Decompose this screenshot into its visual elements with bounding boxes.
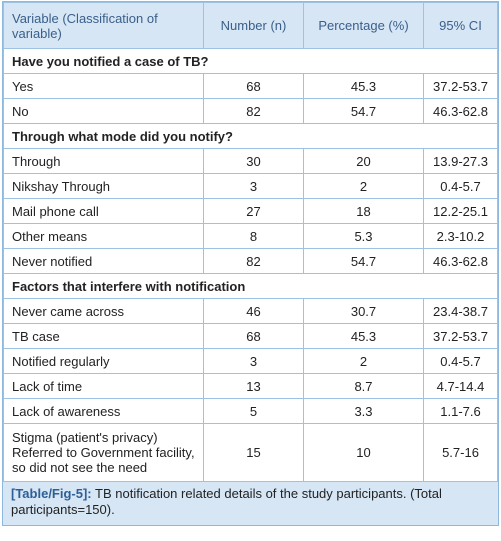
data-row: Yes 68 45.3 37.2-53.7 xyxy=(3,73,498,99)
column-header: Number (n) xyxy=(203,2,304,49)
column-header: Variable (Classification of variable) xyxy=(3,2,204,49)
cell-value: 13 xyxy=(203,373,304,399)
cell-value: 46.3-62.8 xyxy=(423,248,498,274)
caption: [Table/Fig-5]: TB notification related d… xyxy=(3,482,498,525)
cell-label: Lack of time xyxy=(3,373,204,399)
cell-value: 0.4-5.7 xyxy=(423,173,498,199)
data-row: Nikshay Through 3 2 0.4-5.7 xyxy=(3,173,498,199)
cell-value: 37.2-53.7 xyxy=(423,73,498,99)
cell-value: 1.1-7.6 xyxy=(423,398,498,424)
cell-value: 23.4-38.7 xyxy=(423,298,498,324)
cell-value: 37.2-53.7 xyxy=(423,323,498,349)
header-row: Variable (Classification of variable) Num… xyxy=(3,2,498,49)
cell-value: 20 xyxy=(303,148,424,174)
section-row: Factors that interfere with notification xyxy=(3,273,498,299)
cell-value: 8.7 xyxy=(303,373,424,399)
cell-value: 0.4-5.7 xyxy=(423,348,498,374)
cell-label: Never notified xyxy=(3,248,204,274)
caption-label: [Table/Fig-5]: xyxy=(11,486,92,501)
cell-value: 3 xyxy=(203,173,304,199)
cell-value: 13.9-27.3 xyxy=(423,148,498,174)
data-row: Lack of awareness 5 3.3 1.1-7.6 xyxy=(3,398,498,424)
cell-label: Stigma (patient's privacy) Referred to G… xyxy=(3,423,204,482)
cell-value: 4.7-14.4 xyxy=(423,373,498,399)
cell-value: 2 xyxy=(303,348,424,374)
table-frame: Variable (Classification of variable) Num… xyxy=(2,1,499,526)
cell-value: 2.3-10.2 xyxy=(423,223,498,249)
section-title: Factors that interfere with notification xyxy=(3,273,498,299)
section-row: Through what mode did you notify? xyxy=(3,123,498,149)
cell-label: Mail phone call xyxy=(3,198,204,224)
data-row: TB case 68 45.3 37.2-53.7 xyxy=(3,323,498,349)
column-header: 95% CI xyxy=(423,2,498,49)
data-row: No 82 54.7 46.3-62.8 xyxy=(3,98,498,124)
cell-value: 5.3 xyxy=(303,223,424,249)
cell-value: 45.3 xyxy=(303,323,424,349)
cell-label: Other means xyxy=(3,223,204,249)
cell-label: TB case xyxy=(3,323,204,349)
cell-value: 30 xyxy=(203,148,304,174)
section-row: Have you notified a case of TB? xyxy=(3,48,498,74)
cell-value: 68 xyxy=(203,73,304,99)
cell-value: 18 xyxy=(303,198,424,224)
section-title: Through what mode did you notify? xyxy=(3,123,498,149)
cell-value: 8 xyxy=(203,223,304,249)
cell-value: 5 xyxy=(203,398,304,424)
caption-text: TB notification related details of the s… xyxy=(11,486,442,517)
data-row: Other means 8 5.3 2.3-10.2 xyxy=(3,223,498,249)
cell-label: Nikshay Through xyxy=(3,173,204,199)
cell-value: 3 xyxy=(203,348,304,374)
cell-value: 30.7 xyxy=(303,298,424,324)
cell-value: 10 xyxy=(303,423,424,482)
data-row: Lack of time 13 8.7 4.7-14.4 xyxy=(3,373,498,399)
cell-value: 46.3-62.8 xyxy=(423,98,498,124)
cell-value: 68 xyxy=(203,323,304,349)
cell-value: 27 xyxy=(203,198,304,224)
cell-label: Through xyxy=(3,148,204,174)
cell-label: No xyxy=(3,98,204,124)
cell-value: 3.3 xyxy=(303,398,424,424)
data-row: Never came across 46 30.7 23.4-38.7 xyxy=(3,298,498,324)
table: Variable (Classification of variable) Num… xyxy=(3,2,498,482)
cell-value: 54.7 xyxy=(303,98,424,124)
data-row: Through 30 20 13.9-27.3 xyxy=(3,148,498,174)
cell-label: Lack of awareness xyxy=(3,398,204,424)
cell-value: 12.2-25.1 xyxy=(423,198,498,224)
cell-value: 2 xyxy=(303,173,424,199)
data-row: Notified regularly 3 2 0.4-5.7 xyxy=(3,348,498,374)
data-row: Mail phone call 27 18 12.2-25.1 xyxy=(3,198,498,224)
cell-value: 54.7 xyxy=(303,248,424,274)
column-header: Percentage (%) xyxy=(303,2,424,49)
table-body: Have you notified a case of TB? Yes 68 45.3… xyxy=(3,48,498,482)
cell-value: 15 xyxy=(203,423,304,482)
section-title: Have you notified a case of TB? xyxy=(3,48,498,74)
cell-label: Notified regularly xyxy=(3,348,204,374)
data-row: Never notified 82 54.7 46.3-62.8 xyxy=(3,248,498,274)
cell-value: 82 xyxy=(203,248,304,274)
cell-label: Yes xyxy=(3,73,204,99)
cell-value: 5.7-16 xyxy=(423,423,498,482)
data-row: Stigma (patient's privacy) Referred to G… xyxy=(3,423,498,482)
cell-label: Never came across xyxy=(3,298,204,324)
cell-value: 82 xyxy=(203,98,304,124)
cell-value: 46 xyxy=(203,298,304,324)
cell-value: 45.3 xyxy=(303,73,424,99)
